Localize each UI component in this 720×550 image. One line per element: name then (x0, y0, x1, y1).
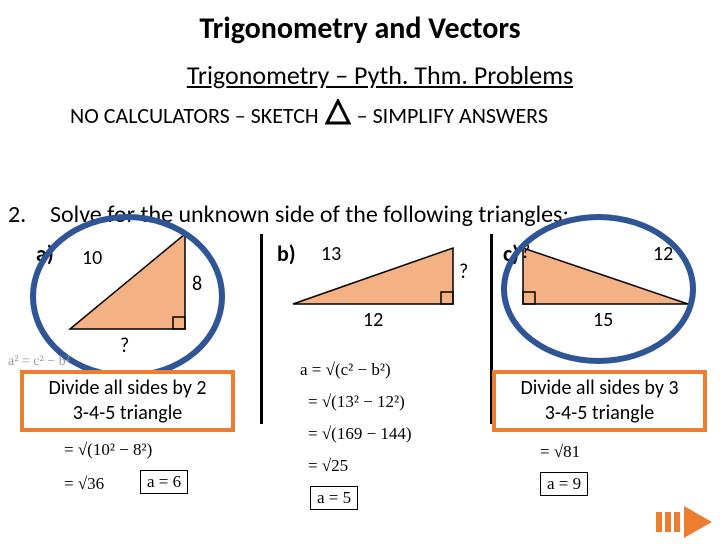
instruction-row: NO CALCULATORS – SKETCH – SIMPLIFY ANSWE… (70, 99, 720, 131)
instruction-before: NO CALCULATORS – SKETCH (70, 102, 319, 129)
hint-a-line1: Divide all sides by 2 (30, 376, 225, 401)
page-subtitle: Trigonometry – Pyth. Thm. Problems (40, 59, 720, 91)
triangle-b-base: 12 (363, 308, 383, 332)
highlight-circle-c (501, 214, 696, 364)
hint-box-a: Divide all sides by 2 3-4-5 triangle (20, 370, 235, 432)
page-title: Trigonometry and Vectors (0, 10, 720, 47)
faded-eq-top: a² = c² − b² (8, 354, 70, 370)
hint-c-line2: 3-4-5 triangle (502, 401, 697, 426)
eq-b-4: = √25 (308, 456, 348, 476)
eq-b-1: a = √(c² − b²) (300, 360, 391, 380)
instruction-after: – SIMPLIFY ANSWERS (357, 102, 548, 129)
triangle-b-unknown: ? (459, 260, 468, 284)
next-arrow-icon (656, 504, 714, 540)
eq-a-3: = √(10² − 8²) (64, 440, 152, 460)
triangle-b-svg (263, 234, 483, 354)
question-number: 2. (8, 200, 26, 229)
triangle-icon (325, 99, 351, 131)
eq-a-4: = √36 (64, 474, 104, 494)
hint-c-line1: Divide all sides by 3 (502, 376, 697, 401)
eq-b-2: = √(13² − 12²) (308, 392, 405, 412)
eq-a-ans: a = 6 (140, 470, 188, 494)
triangle-b-hyp: 13 (321, 242, 341, 266)
hint-box-c: Divide all sides by 3 3-4-5 triangle (492, 370, 707, 432)
hint-a-line2: 3-4-5 triangle (30, 401, 225, 426)
eq-b-3: = √(169 − 144) (308, 424, 412, 444)
eq-b-ans: a = 5 (310, 486, 358, 510)
eq-c-3: = √81 (540, 442, 580, 462)
eq-c-ans: a = 9 (540, 472, 588, 496)
